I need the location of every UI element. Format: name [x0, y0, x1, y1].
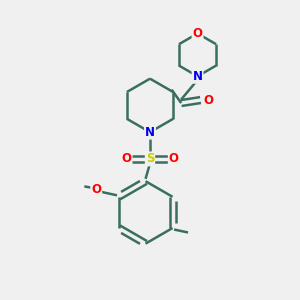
Text: O: O: [91, 183, 101, 196]
Text: O: O: [204, 94, 214, 106]
Text: N: N: [193, 70, 202, 83]
Text: O: O: [193, 27, 202, 40]
Text: N: N: [145, 126, 155, 139]
Text: S: S: [146, 152, 154, 165]
Text: O: O: [121, 152, 131, 165]
Text: O: O: [169, 152, 179, 165]
